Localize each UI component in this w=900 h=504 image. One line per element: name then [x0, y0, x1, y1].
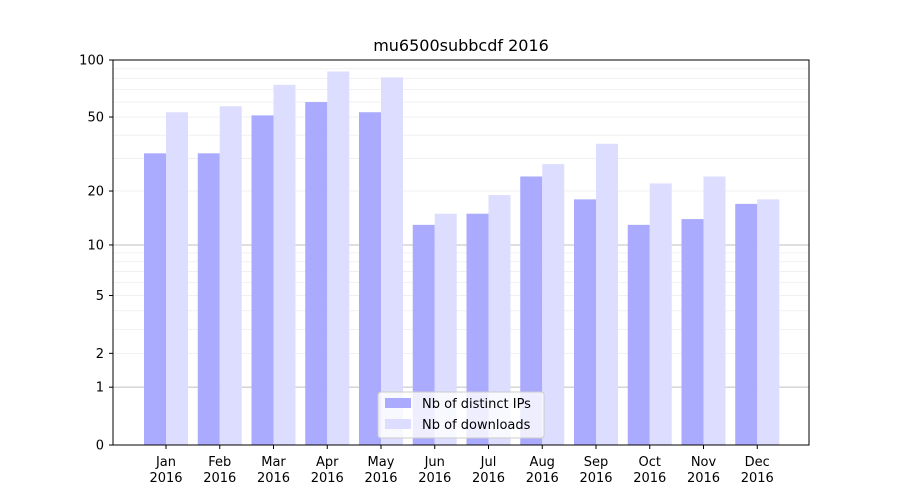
y-tick-label: 0: [96, 439, 104, 454]
chart-title: mu6500subbcdf 2016: [373, 36, 549, 55]
x-tick-label-month: Nov: [691, 455, 717, 470]
x-tick-label-month: May: [368, 455, 395, 470]
y-tick-label: 20: [87, 185, 104, 200]
legend-box: [377, 391, 545, 439]
x-tick-label-year: 2016: [741, 471, 774, 486]
y-tick-label: 5: [96, 289, 104, 304]
bar-distinct-ips: [735, 203, 758, 445]
legend: Nb of distinct IPs Nb of downloads: [377, 391, 545, 439]
bar-distinct-ips: [305, 102, 328, 446]
y-tick-label: 1: [96, 381, 104, 396]
x-tick-label-month: Jul: [480, 455, 497, 470]
x-tick-label-month: Dec: [745, 455, 770, 470]
bar-distinct-ips: [466, 213, 489, 445]
bar-downloads: [219, 106, 242, 445]
x-tick-label-year: 2016: [633, 471, 666, 486]
legend-swatch-downloads: [385, 419, 411, 429]
legend-label-downloads: Nb of downloads: [422, 418, 531, 433]
x-tick-label-month: Sep: [584, 455, 609, 470]
x-tick-label-year: 2016: [311, 471, 344, 486]
x-tick-label-year: 2016: [257, 471, 290, 486]
x-axis: Jan2016Feb2016Mar2016Apr2016May2016Jun20…: [149, 445, 774, 486]
legend-swatch-distinct-ips: [385, 398, 411, 408]
bars: [144, 71, 780, 446]
x-tick-label-year: 2016: [149, 471, 182, 486]
y-tick-label: 2: [96, 347, 104, 362]
x-tick-label-month: Jun: [424, 455, 445, 470]
bar-distinct-ips: [520, 176, 543, 445]
bar-downloads: [703, 176, 726, 445]
bar-downloads: [488, 195, 511, 445]
bar-downloads: [327, 71, 350, 446]
bar-distinct-ips: [627, 224, 650, 445]
bar-distinct-ips: [251, 115, 274, 445]
bar-downloads: [434, 213, 457, 445]
y-axis: 0 1 2 5 10 20 50 100: [79, 54, 113, 454]
bar-distinct-ips: [144, 153, 166, 446]
x-tick-label-year: 2016: [472, 471, 505, 486]
x-tick-label-year: 2016: [203, 471, 236, 486]
x-tick-label-month: Feb: [208, 455, 231, 470]
bar-distinct-ips: [359, 112, 381, 445]
legend-label-distinct-ips: Nb of distinct IPs: [422, 397, 531, 412]
bar-downloads: [596, 143, 618, 445]
x-tick-label-year: 2016: [364, 471, 397, 486]
x-tick-label-month: Aug: [530, 455, 555, 470]
x-tick-label-year: 2016: [687, 471, 720, 486]
bar-distinct-ips: [412, 224, 435, 445]
bar-distinct-ips: [574, 199, 596, 445]
bar-downloads: [757, 199, 780, 445]
plot-frame: [112, 59, 810, 446]
y-tick-label: 10: [87, 238, 104, 253]
y-tick-label: 50: [87, 111, 104, 126]
x-tick-label-year: 2016: [526, 471, 559, 486]
x-tick-label-month: Jan: [155, 455, 176, 470]
bar-downloads: [381, 77, 403, 445]
x-tick-label-month: Mar: [261, 455, 286, 470]
x-tick-label-year: 2016: [579, 471, 612, 486]
bar-downloads: [542, 164, 565, 445]
x-tick-label-month: Oct: [639, 455, 661, 470]
bar-distinct-ips: [197, 153, 220, 446]
y-tick-label: 100: [79, 54, 104, 69]
x-tick-label-month: Apr: [316, 455, 339, 470]
bar-downloads: [273, 84, 296, 446]
bar-distinct-ips: [681, 219, 704, 445]
x-tick-label-year: 2016: [418, 471, 451, 486]
bar-downloads: [649, 183, 672, 445]
bar-downloads: [166, 112, 188, 445]
